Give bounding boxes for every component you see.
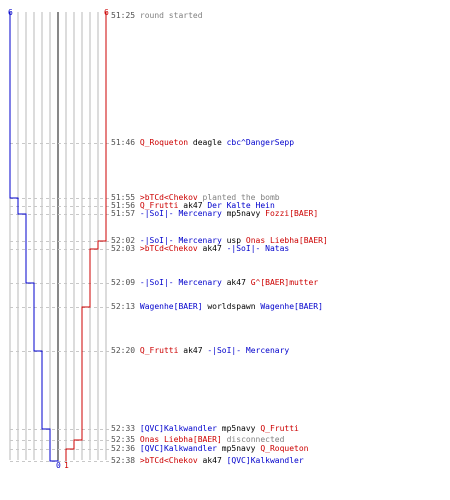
team-b-alive-line	[65, 12, 107, 461]
log-text: -|SoI|- Natas	[226, 244, 290, 253]
team-b-start-count: 6	[104, 8, 109, 17]
log-entry: 51:57 -|SoI|- Mercenary mp5navy Fozzi[BA…	[111, 209, 318, 218]
team-a-end-count: 0	[56, 461, 61, 470]
log-text: >bTCd<Chekov	[139, 193, 198, 202]
log-timestamp: 52:20	[111, 346, 140, 355]
log-timestamp: 52:36	[111, 444, 140, 453]
log-timestamp: 52:35	[111, 435, 140, 444]
log-entry: 52:09 -|SoI|- Mercenary ak47 G^[BAER]mut…	[111, 278, 318, 287]
grid-lines	[9, 12, 107, 460]
log-entry: 52:20 Q_Frutti ak47 -|SoI|- Mercenary	[111, 346, 289, 355]
log-text: worldspawn	[202, 302, 261, 311]
log-text: Q_Roqueton	[139, 138, 189, 147]
log-text: ak47	[178, 201, 208, 210]
team-b-end-count: 1	[64, 461, 69, 470]
log-text: Q_Frutti	[139, 346, 179, 355]
log-text: mp5navy	[221, 209, 266, 218]
log-text: deagle	[188, 138, 227, 147]
log-text: mp5navy	[216, 424, 261, 433]
log-text: ak47	[221, 278, 251, 287]
log-text: Fozzi[BAER]	[265, 209, 319, 218]
log-text: -|SoI|- Mercenary	[139, 209, 222, 218]
log-timestamp: 51:25	[111, 11, 140, 20]
event-leader-lines	[10, 143, 109, 462]
log-text: round started	[139, 11, 203, 20]
log-timestamp: 52:03	[111, 244, 140, 253]
log-timestamp: 51:56	[111, 201, 140, 210]
log-text: -|SoI|- Mercenary	[207, 346, 290, 355]
log-text: -|SoI|- Mercenary	[139, 236, 222, 245]
log-entry: 51:25 round started	[111, 11, 203, 20]
log-text: usp	[221, 236, 246, 245]
log-entry: 52:36 [QVC]Kalkwandler mp5navy Q_Roqueto…	[111, 444, 309, 453]
log-timestamp: 52:38	[111, 456, 140, 465]
log-entry: 52:02 -|SoI|- Mercenary usp Onas Liebha[…	[111, 236, 328, 245]
log-text: ak47	[178, 346, 208, 355]
log-entry: 52:35 Onas Liebha[BAER] disconnected	[111, 435, 284, 444]
log-timestamp: 51:57	[111, 209, 140, 218]
log-text: G^[BAER]mutter	[250, 278, 319, 287]
log-text: >bTCd<Chekov	[139, 456, 198, 465]
log-text: >bTCd<Chekov	[139, 244, 198, 253]
log-text: ak47	[197, 456, 227, 465]
log-timestamp: 52:33	[111, 424, 140, 433]
log-text: disconnected	[221, 435, 285, 444]
log-text: [QVC]Kalkwandler	[139, 424, 217, 433]
log-text: [QVC]Kalkwandler	[139, 444, 217, 453]
log-timestamp: 52:09	[111, 278, 140, 287]
log-text: mp5navy	[216, 444, 261, 453]
log-text: Q_Frutti	[260, 424, 299, 433]
log-timestamp: 52:13	[111, 302, 140, 311]
log-text: planted the bomb	[197, 193, 280, 202]
log-timestamp: 51:46	[111, 138, 140, 147]
log-text: [QVC]Kalkwandler	[226, 456, 304, 465]
log-entry: 52:03 >bTCd<Chekov ak47 -|SoI|- Natas	[111, 244, 289, 253]
log-entry: 51:56 Q_Frutti ak47 Der Kalte Hein	[111, 201, 275, 210]
log-text: ak47	[197, 244, 227, 253]
log-entry: 52:38 >bTCd<Chekov ak47 [QVC]Kalkwandler	[111, 456, 304, 465]
log-text: Der Kalte Hein	[207, 201, 275, 210]
log-text: Q_Roqueton	[260, 444, 309, 453]
log-timestamp: 51:55	[111, 193, 140, 202]
log-text: -|SoI|- Mercenary	[139, 278, 222, 287]
team-a-start-count: 6	[8, 8, 13, 17]
log-text: Wagenhe[BAER]	[260, 302, 323, 311]
log-text: Wagenhe[BAER]	[139, 302, 203, 311]
log-timestamp: 52:02	[111, 236, 140, 245]
log-text: cbc^DangerSepp	[226, 138, 295, 147]
log-entry: 52:13 Wagenhe[BAER] worldspawn Wagenhe[B…	[111, 302, 323, 311]
log-entry: 51:46 Q_Roqueton deagle cbc^DangerSepp	[111, 138, 294, 147]
log-text: Q_Frutti	[139, 201, 179, 210]
log-text: Onas Liebha[BAER]	[245, 236, 328, 245]
log-entry: 52:33 [QVC]Kalkwandler mp5navy Q_Frutti	[111, 424, 299, 433]
team-a-alive-line	[9, 12, 59, 462]
log-entry: 51:55 >bTCd<Chekov planted the bomb	[111, 193, 280, 202]
log-text: Onas Liebha[BAER]	[139, 435, 222, 444]
